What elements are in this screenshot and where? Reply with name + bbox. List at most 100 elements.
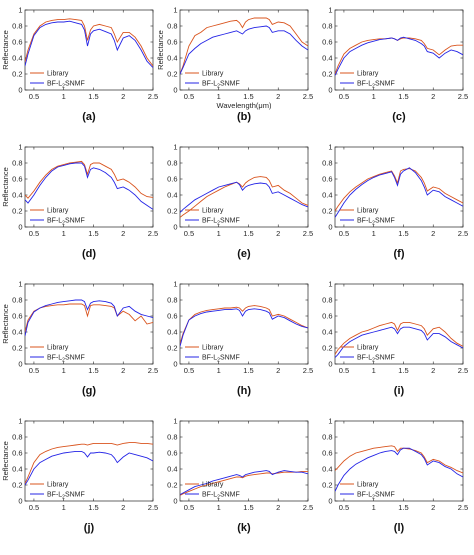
x-tick-label: 2 xyxy=(431,229,435,238)
y-tick-label: 0.6 xyxy=(322,175,332,184)
x-tick-label: 2 xyxy=(431,92,435,101)
y-tick-label: 0.2 xyxy=(322,481,332,490)
y-tick-label: 0.2 xyxy=(12,70,22,79)
y-tick-label: 0.6 xyxy=(167,175,177,184)
series-line-bf-l2snmf xyxy=(25,20,153,68)
panel-label: (l) xyxy=(394,522,405,534)
panel-label: (e) xyxy=(237,248,251,260)
y-axis-label: Reflectance xyxy=(1,304,10,344)
x-tick-label: 2.5 xyxy=(148,503,158,512)
y-tick-label: 1 xyxy=(328,6,332,15)
y-tick-label: 0.2 xyxy=(167,70,177,79)
x-tick-label: 1.5 xyxy=(88,229,98,238)
y-tick-label: 0 xyxy=(173,360,177,369)
y-tick-label: 1 xyxy=(173,143,177,152)
x-tick-label: 2.5 xyxy=(458,229,468,238)
y-tick-label: 0 xyxy=(328,360,332,369)
x-tick-label: 1.5 xyxy=(398,92,408,101)
x-tick-label: 2.5 xyxy=(148,92,158,101)
y-axis-label: Reflectance xyxy=(1,30,10,70)
panel-b: 0.5 1 1.5 2 2.5 0 0.2 0.4 0.6 0.8 1 Library BF-L2SNM… xyxy=(156,6,313,124)
series-line-library xyxy=(335,321,463,355)
legend-label-bf-l2snmf: BF-L2SNMF xyxy=(202,81,240,90)
legend-label-bf-l2snmf: BF-L2SNMF xyxy=(202,218,240,227)
x-tick-label: 2 xyxy=(121,229,125,238)
panel-k: 0.5 1 1.5 2 2.5 0 0.2 0.4 0.6 0.8 1 Library BF-L2SNM… xyxy=(167,417,313,535)
y-tick-label: 0.8 xyxy=(167,296,177,305)
series-line-bf-l2snmf xyxy=(335,167,463,218)
series-line-bf-l2snmf xyxy=(25,299,153,337)
y-tick-label: 0.2 xyxy=(12,481,22,490)
series-line-bf-l2snmf xyxy=(335,36,463,76)
panel-label: (b) xyxy=(237,111,251,123)
x-tick-label: 2 xyxy=(121,366,125,375)
x-tick-label: 2.5 xyxy=(303,229,313,238)
y-tick-label: 0.8 xyxy=(322,433,332,442)
series-line-library xyxy=(180,470,308,496)
y-tick-label: 0.4 xyxy=(167,328,177,337)
axes-box xyxy=(179,283,309,365)
x-tick-label: 1 xyxy=(62,92,66,101)
x-tick-label: 0.5 xyxy=(184,92,194,101)
y-tick-label: 0.4 xyxy=(322,465,332,474)
y-tick-label: 0.4 xyxy=(322,191,332,200)
panel-label: (f) xyxy=(394,248,405,260)
y-tick-label: 0.4 xyxy=(12,54,22,63)
series-line-bf-l2snmf xyxy=(335,326,463,358)
x-tick-label: 1 xyxy=(217,366,221,375)
legend-label-library: Library xyxy=(357,208,379,215)
x-tick-label: 1.5 xyxy=(243,229,253,238)
y-tick-label: 0 xyxy=(18,360,22,369)
y-tick-label: 0.4 xyxy=(322,328,332,337)
legend-label-library: Library xyxy=(357,482,379,489)
y-tick-label: 1 xyxy=(18,6,22,15)
y-tick-label: 0.8 xyxy=(12,433,22,442)
x-tick-label: 0.5 xyxy=(29,92,39,101)
legend-label-bf-l2snmf: BF-L2SNMF xyxy=(357,492,395,501)
legend-label-bf-l2snmf: BF-L2SNMF xyxy=(357,81,395,90)
panel-label: (k) xyxy=(237,522,251,534)
legend-label-library: Library xyxy=(47,482,69,489)
panel-label: (i) xyxy=(394,385,405,397)
y-axis-label: Reflectance xyxy=(1,441,10,481)
x-tick-label: 1.5 xyxy=(243,92,253,101)
y-tick-label: 0.8 xyxy=(167,22,177,31)
y-tick-label: 0.4 xyxy=(12,191,22,200)
x-tick-label: 2 xyxy=(431,503,435,512)
y-tick-label: 1 xyxy=(173,280,177,289)
y-tick-label: 0.8 xyxy=(12,159,22,168)
x-tick-label: 2 xyxy=(121,92,125,101)
x-tick-label: 0.5 xyxy=(184,503,194,512)
x-tick-label: 0.5 xyxy=(29,366,39,375)
y-tick-label: 1 xyxy=(18,143,22,152)
y-tick-label: 0.4 xyxy=(167,191,177,200)
y-tick-label: 0.6 xyxy=(167,449,177,458)
legend-label-bf-l2snmf: BF-L2SNMF xyxy=(202,355,240,364)
y-tick-label: 0.4 xyxy=(167,465,177,474)
legend-label-bf-l2snmf: BF-L2SNMF xyxy=(202,492,240,501)
panel-label: (d) xyxy=(82,248,96,260)
x-tick-label: 1 xyxy=(372,92,376,101)
y-tick-label: 0 xyxy=(173,86,177,95)
y-tick-label: 0.8 xyxy=(12,296,22,305)
x-tick-label: 1 xyxy=(217,229,221,238)
series-line-library xyxy=(335,445,463,474)
y-tick-label: 0 xyxy=(328,497,332,506)
y-tick-label: 0.4 xyxy=(12,328,22,337)
axes-box xyxy=(24,420,154,502)
x-tick-label: 2.5 xyxy=(458,503,468,512)
legend-label-library: Library xyxy=(202,482,224,489)
x-tick-label: 1 xyxy=(217,92,221,101)
y-tick-label: 0.6 xyxy=(322,38,332,47)
x-tick-label: 0.5 xyxy=(339,366,349,375)
x-tick-label: 1.5 xyxy=(398,503,408,512)
panel-label: (h) xyxy=(237,385,251,397)
series-line-library xyxy=(25,303,153,333)
legend-label-library: Library xyxy=(357,345,379,352)
series-line-library xyxy=(335,168,463,212)
y-tick-label: 0.2 xyxy=(322,344,332,353)
x-tick-label: 0.5 xyxy=(29,503,39,512)
panel-label: (g) xyxy=(82,385,96,397)
panel-f: 0.5 1 1.5 2 2.5 0 0.2 0.4 0.6 0.8 1 Library BF-L2SNM… xyxy=(322,143,468,261)
